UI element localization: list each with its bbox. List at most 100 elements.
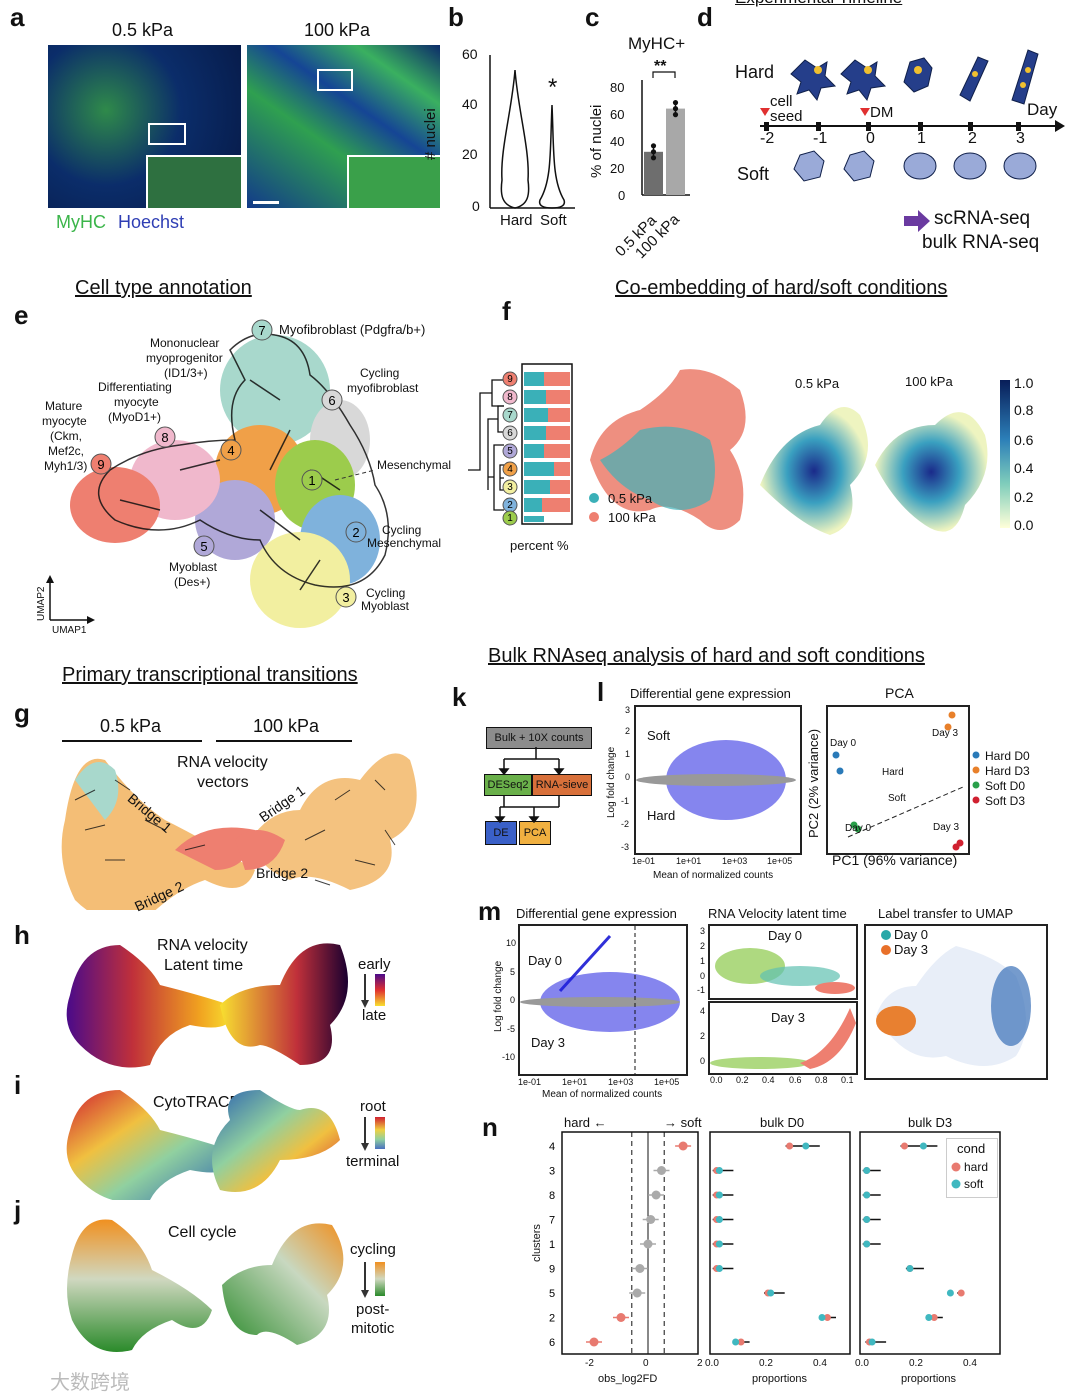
m-legend-dots: [881, 930, 891, 955]
latent-late: late: [362, 1007, 387, 1024]
flow-arrows: [494, 747, 565, 823]
inset-hard: [347, 155, 440, 208]
dge-title-l: Differential gene expression: [630, 686, 791, 701]
prop-point-soft: [715, 1167, 723, 1174]
panel-h-letter: h: [14, 920, 30, 950]
violin-tick-20: 20: [462, 146, 478, 162]
m-latent-scatter0: [715, 948, 855, 994]
latent-title-1: RNA velocity: [157, 937, 248, 954]
prop-point-soft: [919, 1142, 927, 1150]
timeline-cellseed: cell seed: [770, 93, 803, 125]
svg-text:8: 8: [161, 430, 168, 445]
latent-legend: [361, 974, 385, 1008]
m-mid-xtick-3: 0.4: [762, 1075, 775, 1085]
prop-point-hard: [737, 1338, 745, 1346]
label-cycmyofib-1: Cycling: [360, 366, 400, 380]
panel-a-title-left: 0.5 kPa: [112, 20, 174, 40]
m-ytick-5: 5: [510, 967, 516, 977]
dge-ytick-3: 3: [625, 705, 631, 715]
label-myoblast-2: (Des+): [174, 575, 211, 589]
m-latent-day0: [708, 924, 858, 1000]
m-ytick-0: 0: [510, 995, 516, 1005]
m-label-transfer: [864, 924, 1048, 1080]
m-mid-ytick-3: 3: [700, 926, 706, 936]
n-xtick1-b: 0: [643, 1358, 649, 1369]
m-mid-xtick-4: 0.6: [789, 1075, 802, 1085]
label-cycmes-1: Cycling: [382, 523, 422, 537]
svg-text:5: 5: [200, 539, 207, 554]
panel-i-letter: i: [14, 1070, 22, 1100]
m-leg-day3: Day 3: [894, 942, 928, 957]
panel-f-letter: f: [502, 296, 511, 326]
timeline-out1: scRNA-seq: [934, 208, 1031, 229]
svg-text:2: 2: [352, 525, 359, 540]
svg-text:9: 9: [507, 374, 513, 385]
prop-point-soft: [906, 1265, 914, 1272]
hard-cells: [790, 49, 1039, 105]
label-cycmyofib-2: myofibroblast: [347, 381, 419, 395]
dge-xlabel-l: Mean of normalized counts: [653, 870, 774, 881]
timeline-hard: Hard: [735, 62, 775, 82]
panel-g-letter: g: [14, 698, 30, 728]
violin-hard: [500, 69, 530, 209]
legend-dot-100: [589, 512, 599, 522]
flow-pca: PCA: [519, 821, 551, 845]
timeline-day-2: 2: [968, 130, 977, 147]
obs-point: [657, 1166, 666, 1175]
m-transfer-umap: [876, 946, 1031, 1066]
latent-early: early: [358, 956, 391, 973]
flow-rnasieve: RNA-sieve: [532, 774, 592, 796]
obs-frame: [561, 1131, 699, 1355]
n-xtick1-a: -2: [585, 1358, 594, 1369]
pca-title: PCA: [885, 685, 914, 701]
label-diff-1: Differentiating: [98, 380, 172, 394]
obs-point: [646, 1215, 656, 1224]
section-bulk: Bulk RNAseq analysis of hard and soft co…: [488, 645, 925, 667]
coembed-umap: [590, 369, 746, 530]
label-cycmes-2: Mesenchymal: [367, 536, 442, 550]
m-latent-day3-label: Day 3: [771, 1010, 805, 1025]
prop-point-soft: [868, 1338, 876, 1346]
cytotrace-title: CytoTRACE: [153, 1094, 241, 1111]
pca-hard: Hard: [882, 767, 904, 778]
prop-point-soft: [863, 1240, 871, 1248]
bar-sig-bracket: [652, 71, 676, 78]
svg-text:9: 9: [97, 457, 104, 472]
prop-point-hard: [930, 1314, 938, 1321]
violin-plot: [489, 55, 575, 209]
label-mono-1: Mononuclear: [150, 336, 220, 350]
dge-ytick-0: 0: [625, 772, 631, 782]
n-xtick3-c: 0.4: [963, 1358, 977, 1369]
panel-m-letter: m: [478, 896, 502, 926]
prop-point-soft: [715, 1216, 723, 1223]
umap-clusters: 7 6 4 1 2 3 5 8 9: [70, 319, 390, 628]
prop-point-hard: [901, 1142, 908, 1150]
dge-xtick-4: 1e+05: [767, 856, 793, 866]
m-mid-xtick-1: 0.0: [710, 1075, 723, 1085]
dge-ylabel-l: Log fold change: [606, 746, 617, 818]
violin-x-soft: Soft: [540, 212, 567, 229]
svg-text:6: 6: [507, 428, 513, 439]
pca-soft: Soft: [888, 793, 906, 804]
n-hard: hard ←: [564, 1115, 607, 1130]
m-title1: Differential gene expression: [516, 906, 677, 921]
cellcycle-title: Cell cycle: [168, 1224, 237, 1241]
svg-text:6: 6: [328, 393, 335, 408]
n-sub-d0: bulk D0: [760, 1115, 805, 1130]
svg-text:3: 3: [342, 590, 349, 605]
obs-point: [589, 1337, 599, 1347]
pca-legend-dots: [972, 751, 980, 804]
density-title-05: 0.5 kPa: [795, 376, 840, 391]
bar-title: MyHC+: [628, 34, 686, 53]
bar-tick-0: 0: [618, 188, 626, 203]
obs-cluster-label: 2: [549, 1313, 555, 1325]
velocity-center-2: vectors: [197, 774, 249, 791]
m-ytick-m5: -5: [507, 1024, 516, 1034]
label-mature-3: (Ckm,: [50, 429, 82, 443]
panel-c-letter: c: [585, 2, 600, 32]
m-mid2-ytick-0: 0: [700, 1056, 706, 1066]
obs-point: [616, 1313, 626, 1322]
svg-text:3: 3: [507, 482, 513, 493]
watermark-text: 大数跨境: [50, 1372, 130, 1394]
m-dge-ma: [520, 926, 680, 1074]
